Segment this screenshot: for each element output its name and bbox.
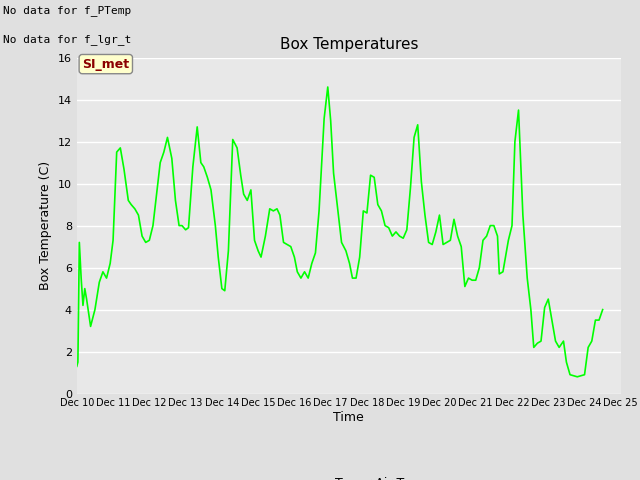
Legend: Tower Air T: Tower Air T bbox=[289, 472, 409, 480]
Text: No data for f_PTemp: No data for f_PTemp bbox=[3, 5, 131, 16]
Title: Box Temperatures: Box Temperatures bbox=[280, 37, 418, 52]
Text: SI_met: SI_met bbox=[82, 58, 129, 71]
Y-axis label: Box Temperature (C): Box Temperature (C) bbox=[39, 161, 52, 290]
Text: No data for f_lgr_t: No data for f_lgr_t bbox=[3, 34, 131, 45]
X-axis label: Time: Time bbox=[333, 411, 364, 424]
